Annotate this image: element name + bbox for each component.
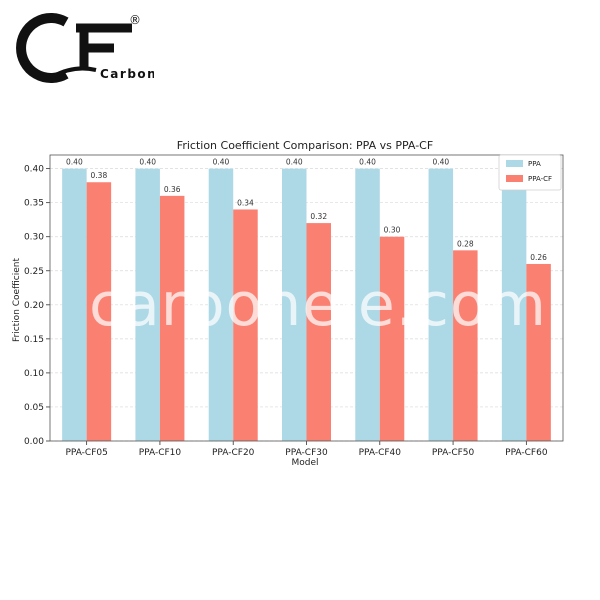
x-tick-label: PPA-CF30	[285, 448, 328, 458]
x-tick-label: PPA-CF10	[139, 448, 182, 458]
legend: PPA PPA-CF	[498, 154, 562, 191]
legend-label-ppa-cf: PPA-CF	[528, 175, 552, 183]
bar-value-label: 0.28	[457, 239, 474, 248]
plot-frame	[49, 154, 564, 442]
bar-ppa-cf	[159, 195, 185, 441]
bar-value-label: 0.30	[384, 226, 401, 235]
bar-ppa-cf	[233, 209, 258, 441]
bar-ppa-cf	[86, 182, 112, 441]
legend-swatch-ppa	[506, 160, 523, 167]
logo-wordmark: Carbon	[100, 67, 154, 81]
bar-value-label: 0.32	[310, 212, 327, 221]
legend-label-ppa: PPA	[528, 160, 541, 168]
bar-value-label: 0.26	[530, 253, 547, 262]
bar-value-label: 0.36	[164, 185, 181, 194]
y-tick-label: 0.00	[24, 437, 44, 447]
bar-ppa	[501, 168, 527, 441]
x-tick-label: PPA-CF40	[359, 448, 402, 458]
bar-ppa	[428, 168, 454, 441]
y-tick-label: 0.05	[24, 403, 44, 413]
bar-value-label: 0.38	[91, 171, 108, 180]
logo-swoosh	[53, 66, 97, 78]
y-tick-label: 0.40	[24, 165, 44, 175]
x-axis-label: Model	[291, 458, 318, 468]
bar-ppa	[135, 168, 160, 441]
y-tick-label: 0.20	[24, 301, 44, 311]
bar-value-label: 0.40	[139, 158, 156, 167]
chart-title: Friction Coefficient Comparison: PPA vs …	[177, 139, 433, 152]
axes-layer: 0.00 0.05 0.10 0.15 0.20 0.25 0.30 0.35 0.40 PPA-…	[24, 154, 564, 458]
x-tick-label: PPA-CF20	[212, 448, 255, 458]
y-tick-label: 0.25	[24, 267, 44, 277]
bar-ppa	[355, 168, 380, 441]
bar-value-label: 0.40	[359, 158, 376, 167]
bar-ppa	[282, 168, 307, 441]
bar-ppa-cf	[306, 223, 331, 441]
y-tick-label: 0.35	[24, 199, 44, 209]
x-tick-label: PPA-CF60	[505, 448, 548, 458]
friction-bar-chart: 0.40 0.38 0.40 0.36 0.40 0.34 0.40 0.32 0.40 0.30…	[12, 139, 564, 468]
y-tick-label: 0.15	[24, 335, 44, 345]
bar-value-label: 0.34	[237, 198, 254, 207]
bar-ppa	[62, 168, 87, 441]
bar-value-label: 0.40	[66, 158, 83, 167]
bar-ppa-cf	[453, 250, 478, 441]
logo-registered: ®	[129, 13, 141, 27]
logo-c-shape	[16, 13, 69, 83]
bar-value-label: 0.40	[432, 158, 449, 167]
y-tick-label: 0.10	[24, 369, 44, 379]
bar-ppa-cf	[379, 236, 405, 441]
bars-layer	[62, 168, 551, 441]
bar-value-label: 0.40	[213, 158, 230, 167]
x-tick-label: PPA-CF05	[65, 448, 107, 458]
bar-ppa-cf	[526, 263, 551, 441]
cf-carbon-logo: ® Carbon	[16, 13, 154, 83]
legend-swatch-ppa-cf	[506, 175, 523, 182]
bar-value-label: 0.40	[286, 158, 303, 167]
y-axis-label: Friction Coefficient	[12, 258, 22, 342]
chart-container: 0.40 0.38 0.40 0.36 0.40 0.34 0.40 0.32 0.40 0.30…	[0, 130, 600, 475]
logo-f-shape	[76, 23, 132, 70]
y-tick-label: 0.30	[24, 233, 44, 243]
x-tick-label: PPA-CF50	[432, 448, 475, 458]
bar-ppa	[208, 168, 234, 441]
